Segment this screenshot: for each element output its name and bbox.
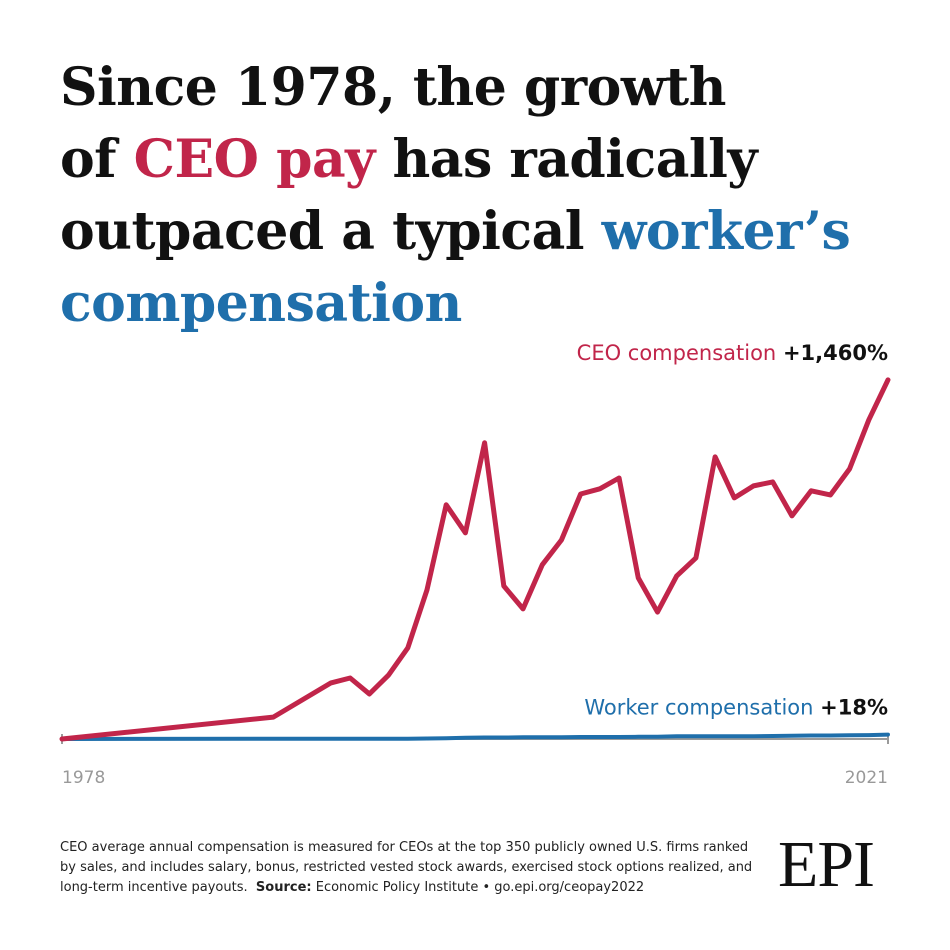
source-text: Economic Policy Institute • go.epi.org/c… xyxy=(315,880,645,895)
series-line xyxy=(59,377,891,742)
series-end-label: +18% xyxy=(820,696,888,720)
title-segment: compensation xyxy=(60,273,462,334)
x-tick-label: 2021 xyxy=(845,768,888,788)
title-line: of CEO pay has radically xyxy=(60,124,920,196)
series-label: Worker compensation +18% xyxy=(584,696,888,720)
title-line: Since 1978, the growth xyxy=(60,52,920,124)
series-name: CEO compensation xyxy=(577,341,777,365)
footnote: CEO average annual compensation is measu… xyxy=(60,838,760,898)
title-line: compensation xyxy=(60,268,920,340)
title-segment: CEO pay xyxy=(133,129,376,190)
title-segment: outpaced a typical xyxy=(60,201,602,262)
title-segment: of xyxy=(60,129,134,190)
title-segment: worker’s xyxy=(601,201,851,262)
x-tick-label: 1978 xyxy=(62,768,105,788)
series-name: Worker compensation xyxy=(584,696,813,720)
title-segment: Since 1978, the growth xyxy=(60,57,726,118)
series-end-label: +1,460% xyxy=(783,341,888,365)
note-text: CEO average annual compensation is measu… xyxy=(60,840,753,895)
logo: EPI xyxy=(778,828,875,901)
series-label: CEO compensation +1,460% xyxy=(577,341,888,365)
chart-title: Since 1978, the growth of CEO pay has rad… xyxy=(60,52,920,340)
source-label: Source: xyxy=(255,880,312,895)
title-segment: has radically xyxy=(374,129,758,190)
series-line xyxy=(60,732,890,741)
title-line: outpaced a typical worker’s xyxy=(60,196,920,268)
